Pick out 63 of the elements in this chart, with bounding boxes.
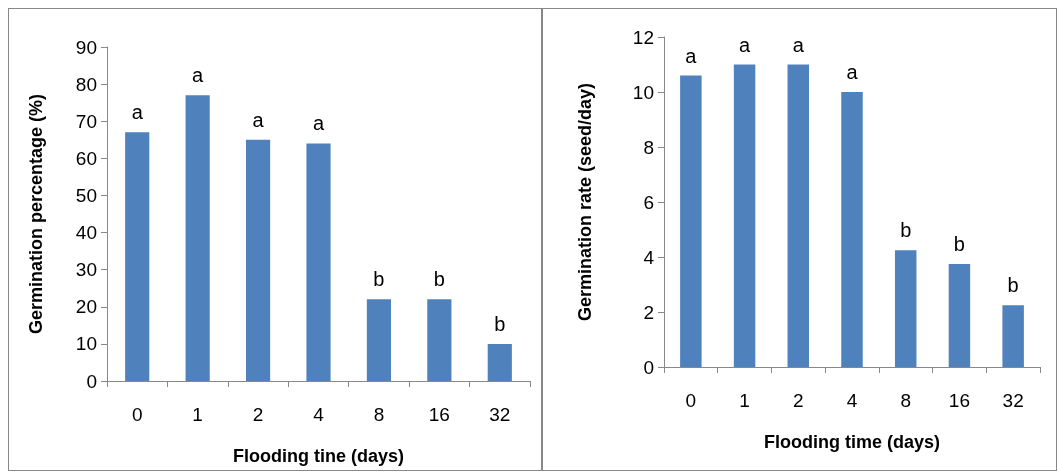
y-tick-label: 70 <box>75 110 97 132</box>
y-tick-label: 0 <box>643 356 654 378</box>
data-label: b <box>494 312 506 335</box>
bar <box>1002 305 1024 367</box>
x-axis-title: Flooding tine (days) <box>233 446 404 466</box>
x-tick-label: 16 <box>428 404 450 425</box>
y-tick-label: 60 <box>75 147 97 169</box>
bar <box>733 64 756 367</box>
data-label: a <box>312 112 325 135</box>
x-tick-label: 2 <box>793 390 804 411</box>
bar <box>487 343 512 381</box>
data-label: a <box>192 64 205 87</box>
x-tick-label: 2 <box>252 404 264 425</box>
data-label: a <box>792 33 805 56</box>
y-tick-label: 30 <box>75 259 97 281</box>
data-label: b <box>373 268 385 291</box>
y-tick-label: 20 <box>75 296 97 318</box>
bar <box>125 132 150 381</box>
x-tick-label: 0 <box>685 390 697 411</box>
bar <box>427 299 452 381</box>
data-label: a <box>131 101 144 124</box>
data-label: a <box>739 33 752 56</box>
x-axis-title: Flooding time (days) <box>763 432 941 452</box>
x-tick-label: 32 <box>489 404 511 425</box>
bar <box>680 75 702 367</box>
x-tick-label: 4 <box>846 390 858 411</box>
y-axis-title: Germination rate (seed/day) <box>575 82 595 322</box>
bar <box>787 64 810 367</box>
bar <box>948 263 971 367</box>
y-tick-label: 10 <box>632 81 654 103</box>
data-label: a <box>252 108 265 131</box>
y-tick-label: 40 <box>75 222 97 244</box>
data-label: a <box>846 61 859 83</box>
y-tick-label: 50 <box>75 184 97 206</box>
data-label: b <box>433 268 445 291</box>
bar <box>245 139 271 381</box>
y-tick-label: 4 <box>643 246 655 268</box>
bar <box>185 95 210 381</box>
y-tick-label: 90 <box>75 36 97 58</box>
x-tick-label: 1 <box>739 390 750 411</box>
bar <box>366 299 392 381</box>
data-label: b <box>900 219 912 242</box>
y-tick-label: 8 <box>643 136 654 158</box>
data-label: a <box>685 44 698 67</box>
data-label: b <box>1007 274 1019 297</box>
x-tick-label: 32 <box>1002 390 1024 411</box>
x-tick-label: 0 <box>131 404 143 425</box>
y-tick-label: 0 <box>86 370 97 392</box>
y-tick-label: 6 <box>643 191 654 213</box>
y-axis-title: Germination percentage (%) <box>26 93 46 335</box>
y-tick-label: 2 <box>643 301 654 323</box>
bar <box>306 143 331 381</box>
x-tick-label: 4 <box>313 404 325 425</box>
y-tick-label: 80 <box>75 73 97 95</box>
bar <box>894 250 917 367</box>
x-tick-label: 16 <box>948 390 970 411</box>
x-tick-label: 8 <box>373 404 385 425</box>
data-label: b <box>953 232 965 255</box>
x-tick-label: 1 <box>192 404 203 425</box>
y-tick-label: 12 <box>632 26 654 48</box>
bar <box>841 92 863 367</box>
x-tick-label: 8 <box>900 390 911 411</box>
y-tick-label: 10 <box>75 333 97 355</box>
